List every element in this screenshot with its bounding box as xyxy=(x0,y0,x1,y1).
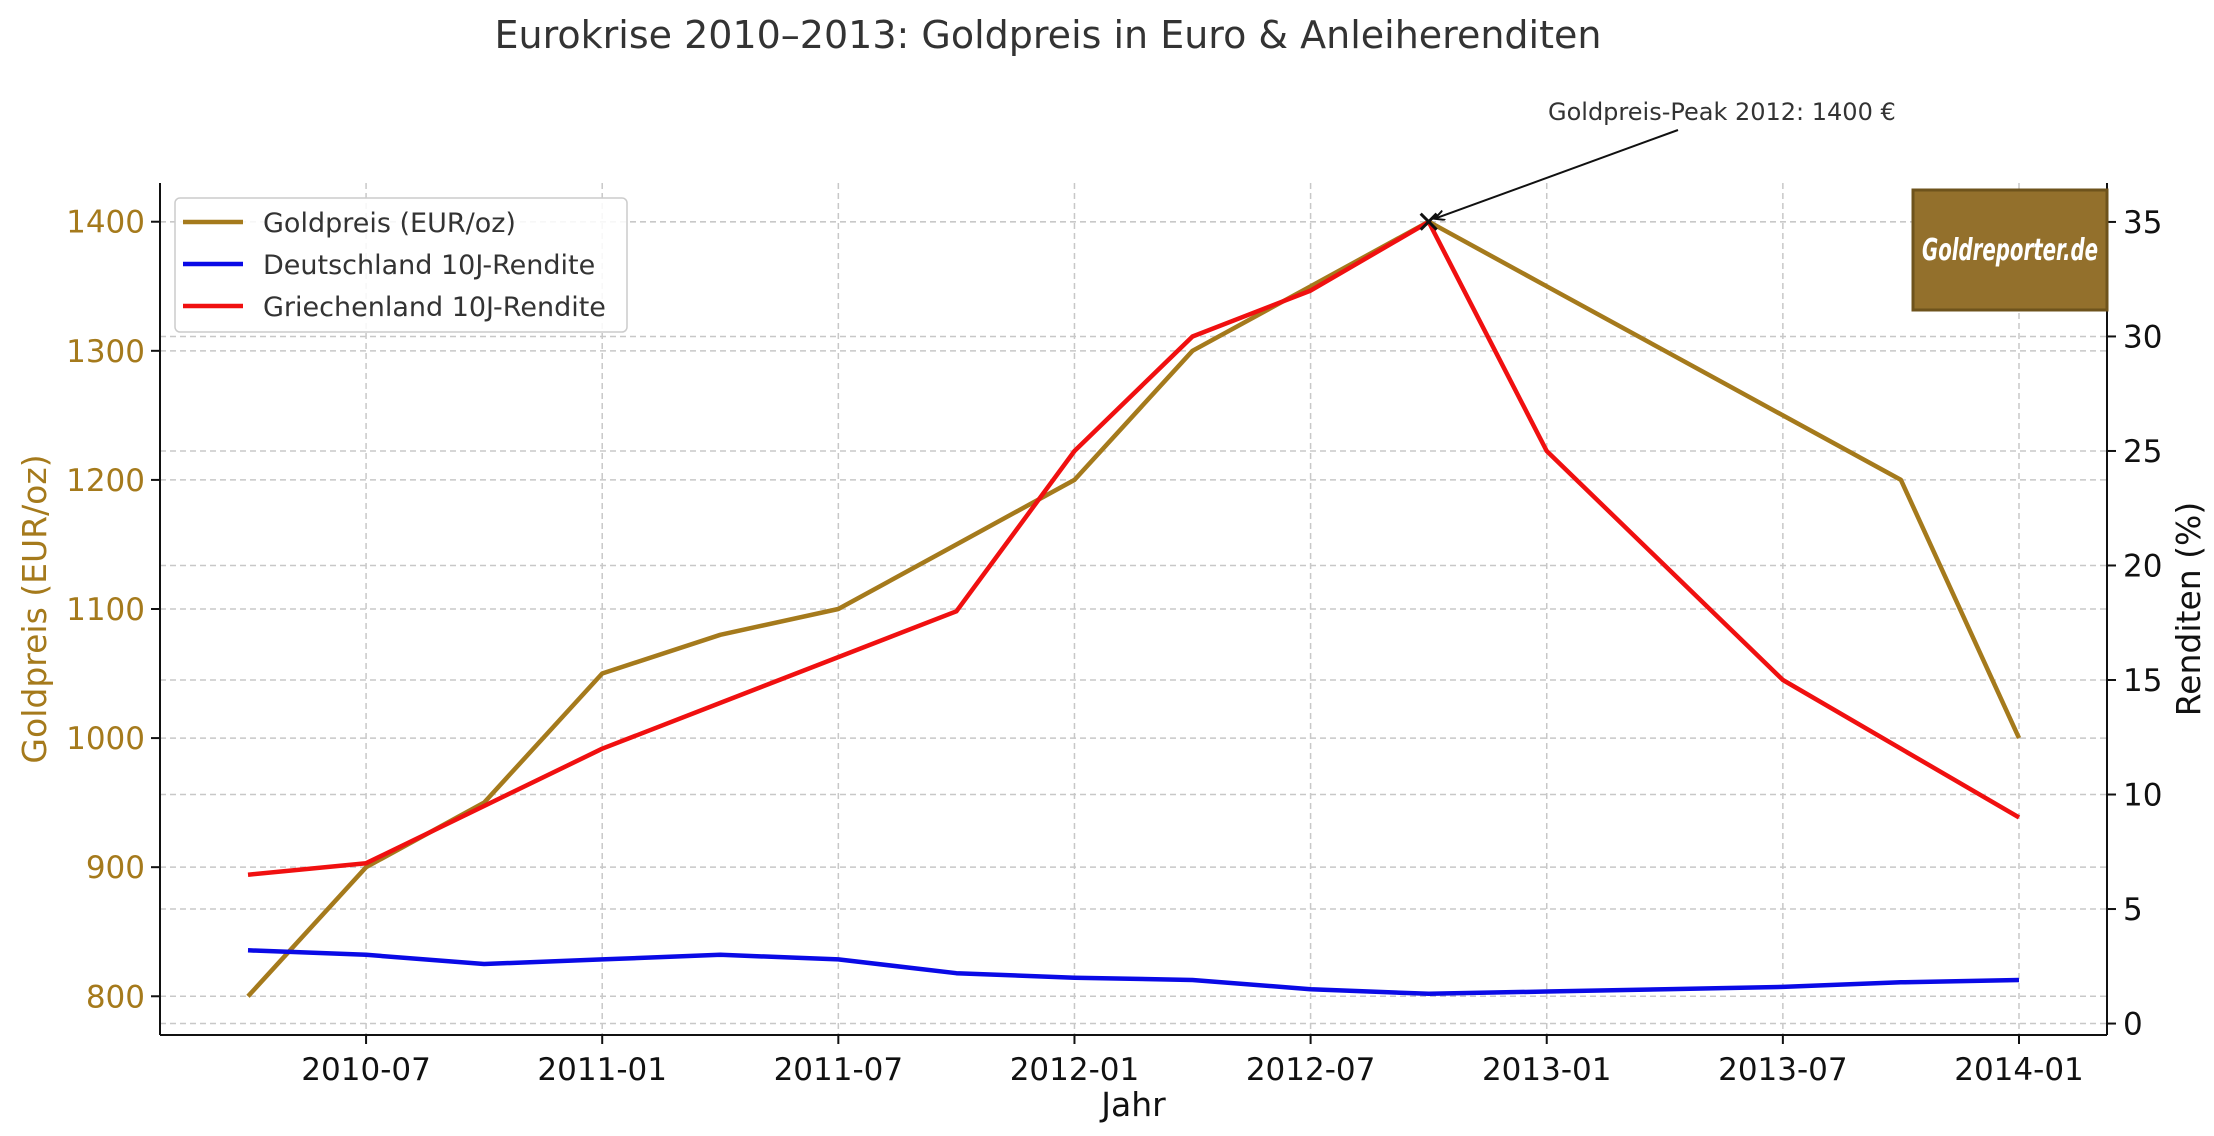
x-axis-label: Jahr xyxy=(1099,1085,1166,1124)
x-tick-label: 2012-07 xyxy=(1246,1052,1376,1088)
logo-text: Goldreporter.de xyxy=(1922,233,2098,268)
x-tick-label: 2013-01 xyxy=(1482,1052,1612,1088)
y-tick-label-right: 0 xyxy=(2123,1007,2143,1043)
series-line-3 xyxy=(247,219,2021,877)
series-line-2 xyxy=(247,948,2020,997)
y-tick-label-right: 5 xyxy=(2123,892,2143,928)
x-tick-label: 2011-01 xyxy=(537,1052,667,1088)
series-line-1 xyxy=(246,219,2022,998)
y-tick-label-right: 15 xyxy=(2123,663,2162,699)
legend: Goldpreis (EUR/oz) Deutschland 10J-Rendit… xyxy=(174,197,628,333)
y-tick-label-left: 1000 xyxy=(66,721,145,757)
legend-box xyxy=(174,197,628,333)
legend-label: Griechenland 10J-Rendite xyxy=(263,292,606,323)
y-axis-label-left: Goldpreis (EUR/oz) xyxy=(15,454,54,763)
y-tick-label-left: 1300 xyxy=(66,334,145,370)
x-tick-label: 2010-07 xyxy=(301,1052,431,1088)
x-tick-label: 2013-07 xyxy=(1718,1052,1848,1088)
x-tick-label: 2012-01 xyxy=(1010,1052,1140,1088)
chart-title: Eurokrise 2010–2013: Goldpreis in Euro &… xyxy=(495,13,1602,57)
annotation-arrow xyxy=(1435,129,1679,219)
annotation-text: Goldpreis-Peak 2012: 1400 € xyxy=(1548,98,1896,126)
x-tick-label: 2014-01 xyxy=(1954,1052,2084,1088)
y-axis-label-right: Renditen (%) xyxy=(2169,502,2208,717)
goldreporter-logo: Goldreporter.de xyxy=(1911,188,2109,312)
y-tick-label-left: 800 xyxy=(86,979,145,1015)
grid xyxy=(160,183,2107,1035)
y-tick-label-right: 30 xyxy=(2123,319,2162,355)
legend-label: Deutschland 10J-Rendite xyxy=(263,250,595,281)
y-tick-label-right: 25 xyxy=(2123,434,2162,470)
y-tick-label-left: 1400 xyxy=(66,205,145,241)
peak-marker xyxy=(1419,212,1438,231)
y-tick-label-left: 900 xyxy=(86,850,145,886)
y-tick-label-right: 20 xyxy=(2123,548,2162,584)
series-lines xyxy=(246,219,2022,998)
x-tick-label: 2011-07 xyxy=(774,1052,904,1088)
tick-labels: 800 900 1000 1100 1200 1300 1400 0 5 10 15 20 25 30 35… xyxy=(66,205,2162,1088)
legend-label: Goldpreis (EUR/oz) xyxy=(263,208,516,239)
peak-annotation: Goldpreis-Peak 2012: 1400 € xyxy=(1419,98,1896,231)
logo-background xyxy=(1911,188,2109,312)
y-tick-label-left: 1200 xyxy=(66,463,145,499)
y-tick-label-right: 10 xyxy=(2123,778,2162,814)
y-tick-label-right: 35 xyxy=(2123,205,2162,241)
y-tick-label-left: 1100 xyxy=(66,592,145,628)
